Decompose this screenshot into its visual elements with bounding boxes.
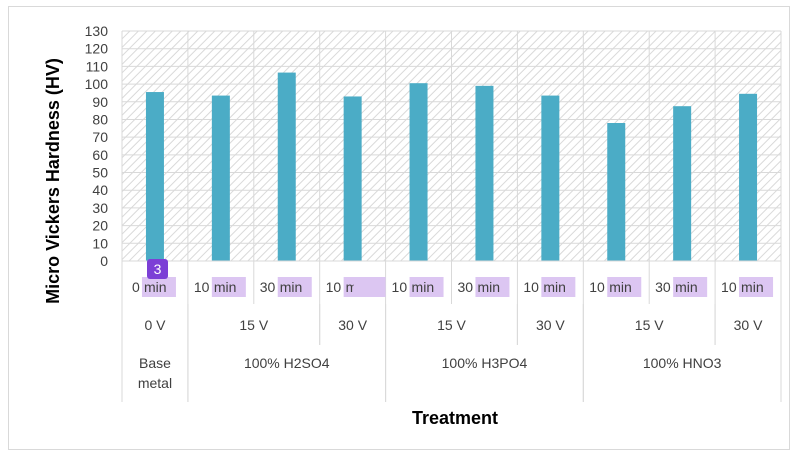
bar [541,95,560,261]
y-tick-label: 70 [92,129,108,145]
time-unit: min [741,279,764,295]
group-label: 100% HNO3 [643,355,722,371]
time-unit: min [280,279,303,295]
bar [277,72,296,261]
badge-label: 3 [154,261,162,277]
unit-highlight [673,277,708,297]
y-tick-label: 40 [92,182,108,198]
time-value: 10 [194,279,210,295]
x-axis-title: Treatment [412,408,498,428]
voltage-label: 0 V [144,317,166,333]
y-tick-label: 90 [92,94,108,110]
unit-highlight [353,277,386,297]
y-tick-label: 50 [92,165,108,181]
time-unit: min [675,279,698,295]
group-label: 100% H2SO4 [244,355,330,371]
time-value: 10 [326,279,342,295]
chart-frame: 0 10 20 30 40 50 60 70 80 90 100 110 120 130 0 V 15 V 30… [8,6,790,450]
unit-highlight [475,277,510,297]
time-value: 30 [260,279,276,295]
voltage-label: 30 V [536,317,565,333]
unit-highlight [541,277,576,297]
y-tick-label: 60 [92,147,108,163]
unit-highlight [739,277,774,297]
y-tick-label: 0 [100,253,108,269]
bar [739,93,758,261]
unit-highlight [277,277,312,297]
unit-highlight [141,277,176,297]
y-tick-label: 120 [85,41,109,57]
time-unit: min [609,279,632,295]
y-tick-label: 110 [86,58,109,74]
time-value: 10 [392,279,408,295]
time-value: 10 [523,279,539,295]
unit-highlight [409,277,444,297]
time-value: 0 [132,279,140,295]
unit-highlight [211,277,246,297]
y-tick-label: 30 [92,200,108,216]
group-label: 100% H3PO4 [442,355,528,371]
time-unit: min [144,279,167,295]
y-axis-title: Micro Vickers Hardness (HV) [43,58,63,304]
voltage-label: 15 V [635,317,664,333]
voltage-label: 15 V [437,317,466,333]
voltage-label: 30 V [734,317,763,333]
bar [673,106,692,261]
bar [145,92,164,262]
y-tick-label: 20 [92,218,108,234]
time-unit: min [214,279,237,295]
y-tick-label: 10 [92,235,108,251]
bar [211,95,230,261]
time-value: 30 [457,279,473,295]
y-tick-label: 100 [85,76,109,92]
unit-highlight [607,277,642,297]
group-label: Base [139,355,171,371]
time-unit: min [412,279,435,295]
bar [475,85,494,261]
bar [607,123,626,261]
group-label: metal [138,375,172,391]
voltage-label: 30 V [338,317,367,333]
time-unit: min [543,279,566,295]
y-tick-label: 80 [92,111,108,127]
bar [409,83,428,261]
time-value: 30 [655,279,671,295]
bar [343,96,362,261]
time-value: 10 [589,279,605,295]
y-tick-label: 130 [85,23,109,39]
voltage-label: 15 V [239,317,268,333]
badge [147,259,168,279]
time-value: 10 [721,279,737,295]
time-unit: min [477,279,500,295]
